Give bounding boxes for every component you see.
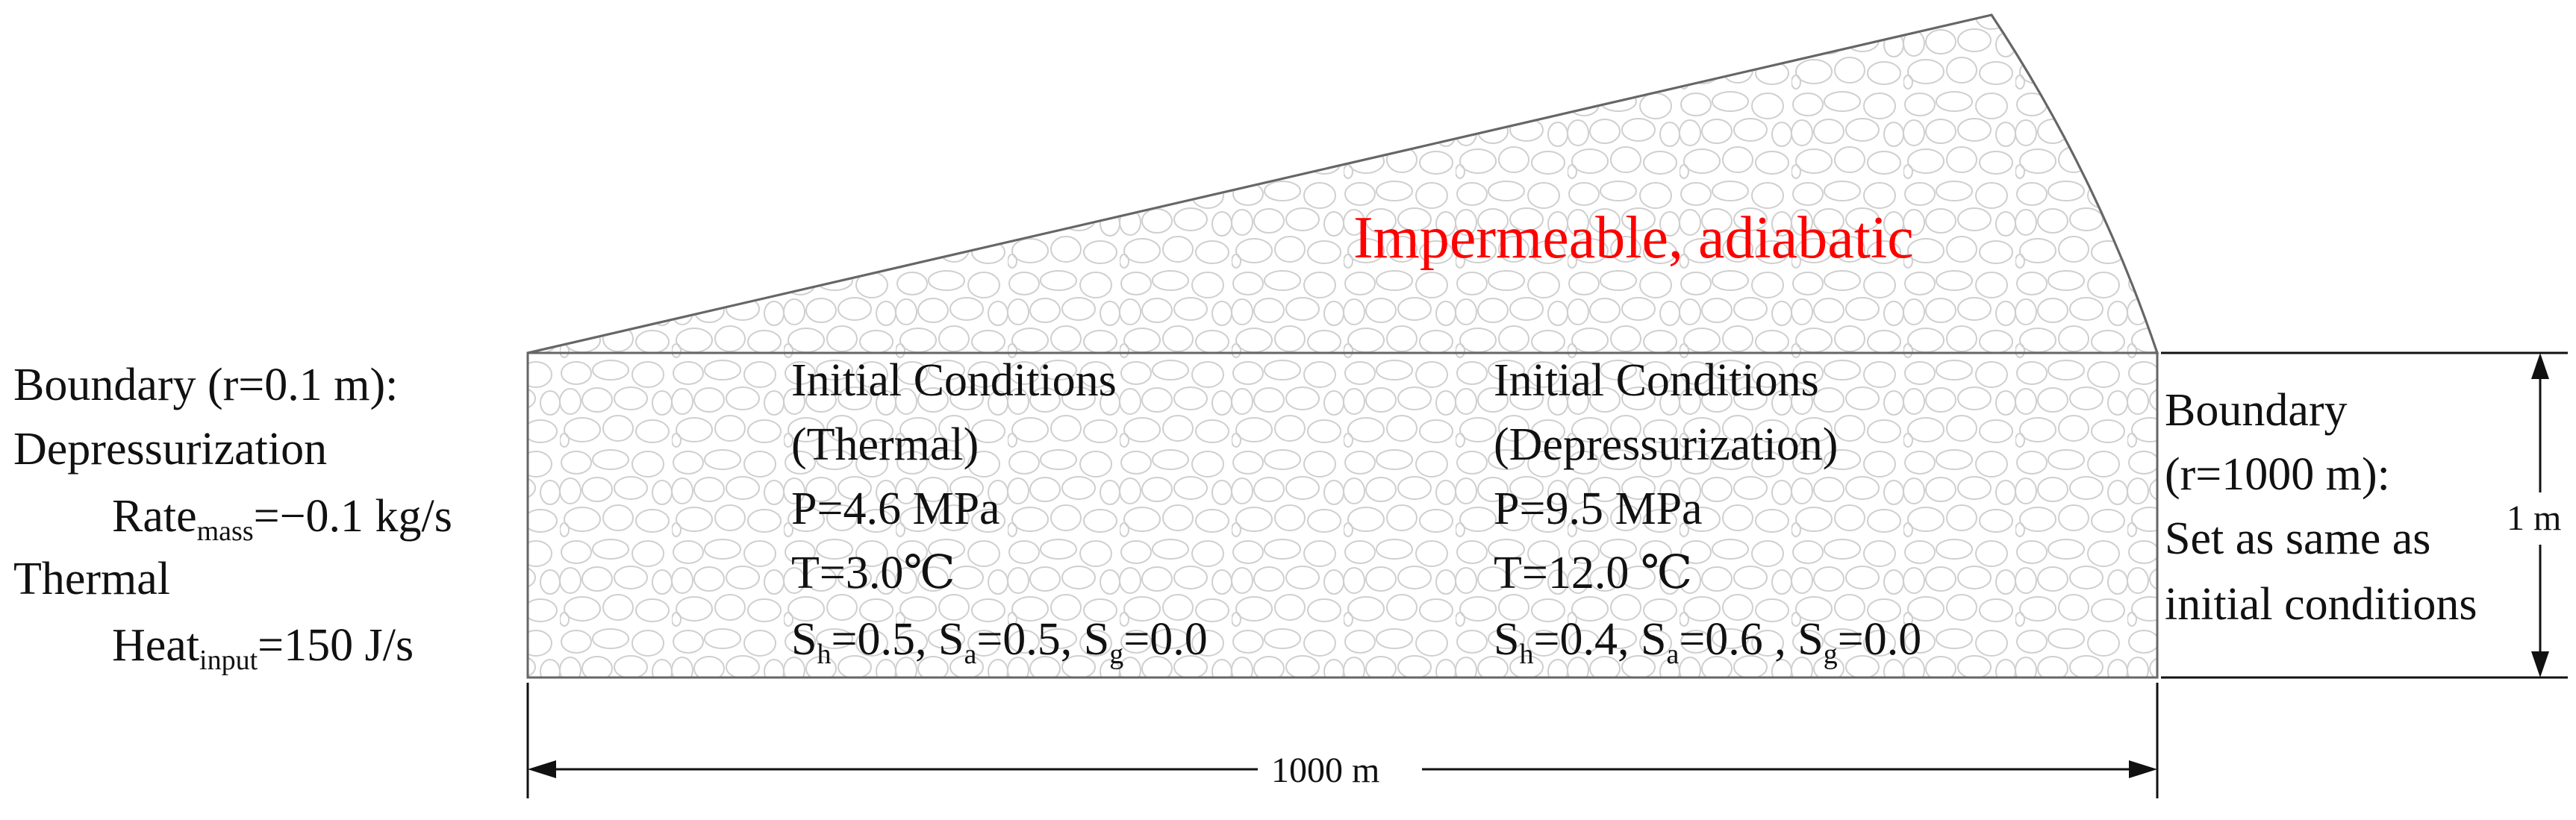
thermal-ic-title: Initial Conditions [791,355,1117,406]
left-depressurization-label: Depressurization [13,424,327,475]
height-label: 1 m [2507,498,2561,538]
left-boundary-title: Boundary (r=0.1 m): [13,360,398,410]
depress-ic-saturation: Sh=0.4, Sa=0.6 , Sg=0.0 [1494,614,1921,670]
thermal-ic-subtitle: (Thermal) [791,419,979,470]
upper-wedge-texture [528,15,2157,353]
depress-ic-subtitle: (Depressurization) [1494,419,1838,470]
thermal-ic-pressure: P=4.6 MPa [791,483,1000,534]
width-label: 1000 m [1271,751,1379,790]
right-boundary-line1: Boundary [2165,385,2348,436]
impermeable-adiabatic-label: Impermeable, adiabatic [1353,205,1914,271]
depress-ic-pressure: P=9.5 MPa [1494,483,1703,534]
left-heat-input: Heatinput=150 J/s [112,620,414,676]
left-rate-mass: Ratemass=−0.1 kg/s [112,491,452,547]
right-boundary-line2: (r=1000 m): [2165,449,2390,500]
thermal-ic-saturation: Sh=0.5, Sa=0.5, Sg=0.0 [791,614,1208,670]
right-boundary-line4: initial conditions [2165,579,2477,630]
initial-thermal-text: Initial Conditions (Thermal) P=4.6 MPa T… [791,355,1208,670]
left-thermal-label: Thermal [13,554,170,604]
left-boundary-text: Boundary (r=0.1 m): Depressurization Rat… [13,360,452,676]
right-boundary-text: Boundary (r=1000 m): Set as same as init… [2165,385,2477,630]
width-dimension [526,683,2159,798]
depress-ic-temperature: T=12.0 ℃ [1494,548,1692,598]
initial-depress-text: Initial Conditions (Depressurization) P=… [1494,355,1921,670]
height-dimension [2161,351,2568,679]
thermal-ic-temperature: T=3.0℃ [791,548,955,598]
right-boundary-line3: Set as same as [2165,513,2430,564]
depress-ic-title: Initial Conditions [1494,355,1819,406]
